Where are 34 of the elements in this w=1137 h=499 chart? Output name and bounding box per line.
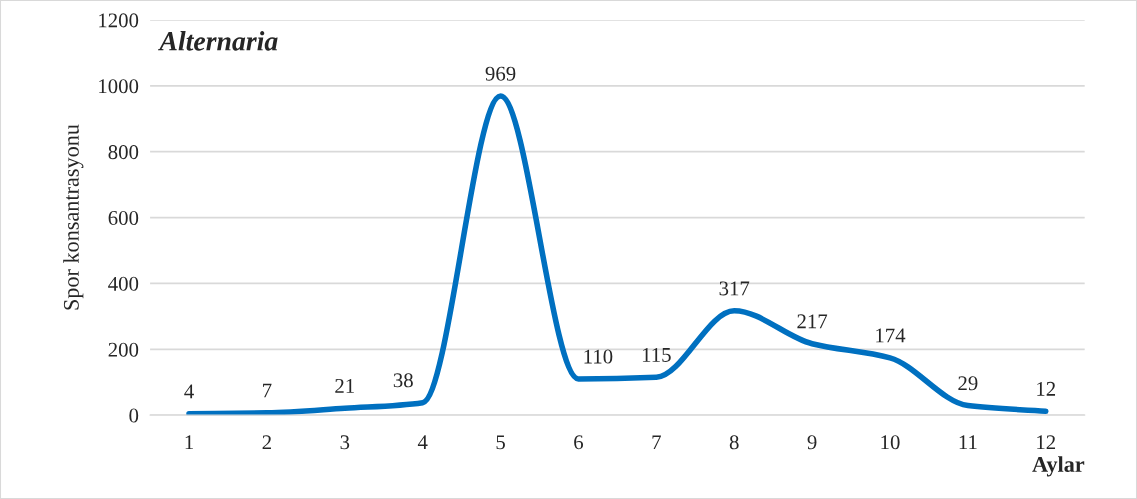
- data-label: 317: [719, 281, 750, 296]
- data-label: 115: [642, 347, 671, 362]
- data-label: 969: [485, 66, 516, 81]
- x-tick-label: 12: [1037, 435, 1056, 450]
- y-tick-label: 1000: [99, 79, 139, 94]
- x-tick-label: 2: [262, 435, 271, 450]
- x-tick-label: 7: [652, 435, 661, 450]
- x-tick-label: 8: [729, 435, 739, 450]
- data-label: 4: [184, 384, 194, 399]
- data-label: 217: [797, 314, 828, 329]
- y-tick-label: 600: [108, 210, 139, 225]
- data-label: 21: [335, 378, 354, 393]
- x-tick-label: 5: [496, 435, 505, 450]
- chart-title: Alternaria: [157, 31, 278, 51]
- data-label: 12: [1037, 381, 1056, 396]
- y-tick-label: 200: [108, 342, 139, 357]
- x-tick-label: 9: [807, 435, 817, 450]
- x-tick-label: 11: [959, 435, 977, 450]
- x-tick-label: 1: [185, 435, 193, 450]
- data-label: 7: [263, 383, 272, 398]
- data-label: 110: [584, 349, 613, 364]
- y-axis-title: Spor konsantrasyonu: [63, 124, 84, 310]
- x-tick-label: 4: [417, 435, 428, 450]
- x-tick-label: 3: [340, 435, 350, 450]
- y-tick-label: 800: [108, 145, 139, 160]
- data-label: 38: [393, 373, 413, 388]
- data-label: 29: [958, 376, 978, 391]
- x-axis-title: Aylar: [1032, 456, 1085, 477]
- y-tick-label: 1200: [99, 13, 139, 28]
- y-tick-label: 400: [108, 276, 139, 291]
- x-tick-label: 10: [881, 435, 900, 450]
- y-tick-label: 0: [129, 408, 139, 423]
- x-tick-label: 6: [574, 435, 584, 450]
- data-label: 174: [876, 328, 906, 343]
